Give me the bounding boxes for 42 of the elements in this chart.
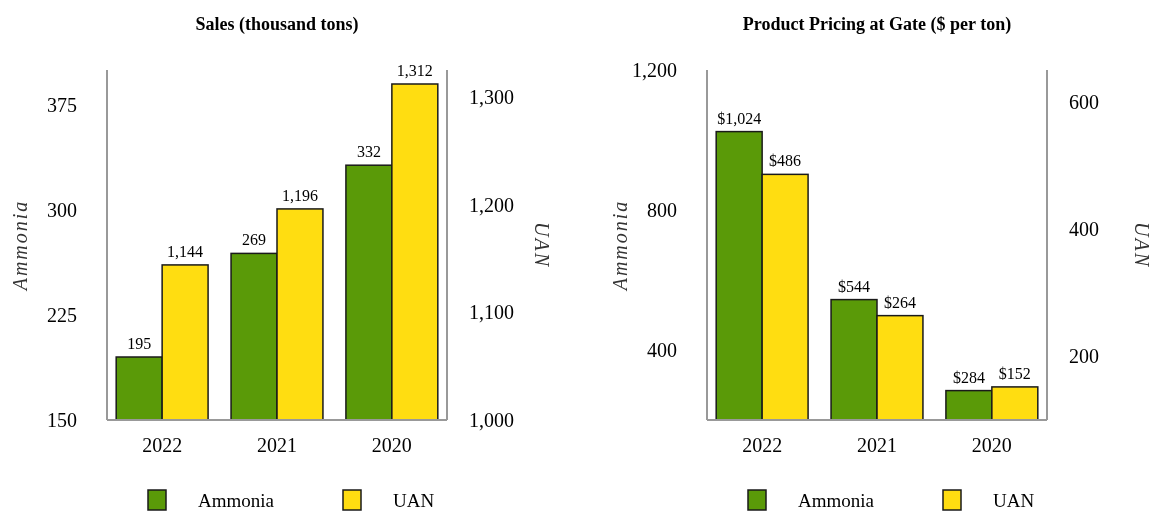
data-label: 269 xyxy=(242,231,267,249)
y2-tick-label: 400 xyxy=(1069,218,1099,241)
legend-label: Ammonia xyxy=(798,489,875,511)
chart-title: Sales (thousand tons) xyxy=(195,14,359,35)
x-tick-label: 2021 xyxy=(857,434,897,456)
data-label: 1,144 xyxy=(167,242,204,260)
y-axis-title: Ammonia xyxy=(9,199,31,293)
chart-title: Product Pricing at Gate ($ per ton) xyxy=(742,14,1012,35)
y-tick-label: 225 xyxy=(47,304,77,326)
y-tick-label: 1,200 xyxy=(632,59,677,81)
y2-axis-title: UAN xyxy=(531,222,553,268)
y2-tick-label: 1,100 xyxy=(469,301,514,324)
y-tick-label: 150 xyxy=(47,409,77,431)
y-tick-label: 800 xyxy=(647,199,677,221)
data-label: $544 xyxy=(838,277,871,295)
x-tick-label: 2022 xyxy=(142,434,183,456)
y2-tick-label: 1,300 xyxy=(469,85,514,108)
legend-label: UAN xyxy=(993,489,1035,511)
data-label: 1,196 xyxy=(281,186,318,204)
y2-tick-label: 1,200 xyxy=(469,193,514,216)
data-label: $152 xyxy=(998,364,1031,382)
y2-tick-label: 600 xyxy=(1069,90,1099,113)
data-label: $284 xyxy=(952,368,985,386)
data-label: $1,024 xyxy=(717,109,762,127)
data-label: 332 xyxy=(356,143,381,161)
y2-axis-title: UAN xyxy=(1131,222,1153,268)
x-tick-label: 2021 xyxy=(257,434,297,456)
data-label: $264 xyxy=(883,293,916,311)
data-label: $486 xyxy=(769,152,802,170)
legend-label: Ammonia xyxy=(198,489,275,511)
x-tick-label: 2022 xyxy=(742,434,783,456)
y-tick-label: 400 xyxy=(647,339,677,361)
x-tick-label: 2020 xyxy=(371,434,412,456)
y2-tick-label: 200 xyxy=(1069,345,1099,368)
y-tick-label: 375 xyxy=(47,94,77,116)
y-axis-title: Ammonia xyxy=(609,199,631,293)
y-tick-label: 300 xyxy=(47,199,77,221)
data-label: 1,312 xyxy=(396,62,433,79)
y2-tick-label: 1,000 xyxy=(469,409,514,431)
legend-label: UAN xyxy=(393,489,435,511)
data-label: 195 xyxy=(127,335,152,352)
x-tick-label: 2020 xyxy=(971,434,1012,456)
